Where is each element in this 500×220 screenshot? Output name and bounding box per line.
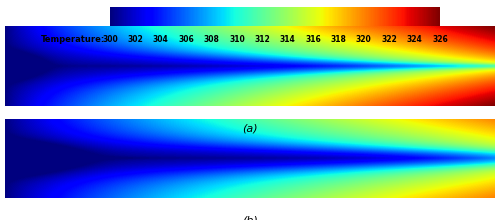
Text: 308: 308 (204, 35, 220, 44)
Text: 324: 324 (406, 35, 422, 44)
Text: (b): (b) (242, 216, 258, 220)
Text: 306: 306 (178, 35, 194, 44)
Text: 322: 322 (382, 35, 397, 44)
Text: 304: 304 (153, 35, 168, 44)
Text: 310: 310 (229, 35, 245, 44)
Text: 318: 318 (330, 35, 346, 44)
Text: (a): (a) (242, 123, 258, 133)
Text: 320: 320 (356, 35, 372, 44)
Text: 302: 302 (128, 35, 144, 44)
Text: 312: 312 (254, 35, 270, 44)
Text: Temperature:: Temperature: (41, 35, 105, 44)
Text: 316: 316 (305, 35, 321, 44)
Text: 314: 314 (280, 35, 295, 44)
Text: 300: 300 (102, 35, 118, 44)
Text: 326: 326 (432, 35, 448, 44)
